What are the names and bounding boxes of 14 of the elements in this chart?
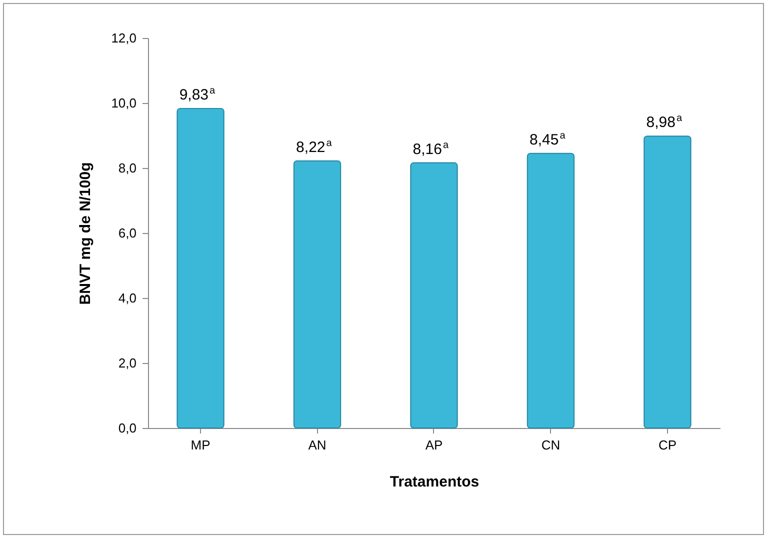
x-tick-label: CP <box>658 438 676 452</box>
y-tick-label: 6,0 <box>118 226 136 240</box>
x-tick-label: AN <box>308 438 326 452</box>
x-tick-label: AP <box>425 438 443 452</box>
x-axis-title: Tratamentos <box>390 474 480 490</box>
y-tick-label: 12,0 <box>111 30 136 46</box>
y-tick-label: 0,0 <box>118 420 136 436</box>
y-tick-label: 2,0 <box>118 356 136 370</box>
y-axis-title: BNVT mg de N/100g <box>77 162 94 305</box>
y-tick-label: 4,0 <box>118 290 136 306</box>
y-tick-label: 8,0 <box>118 160 136 176</box>
x-tick-label: CN <box>541 438 560 452</box>
y-tick-label: 10,0 <box>111 96 136 110</box>
x-tick-label: MP <box>190 438 210 452</box>
